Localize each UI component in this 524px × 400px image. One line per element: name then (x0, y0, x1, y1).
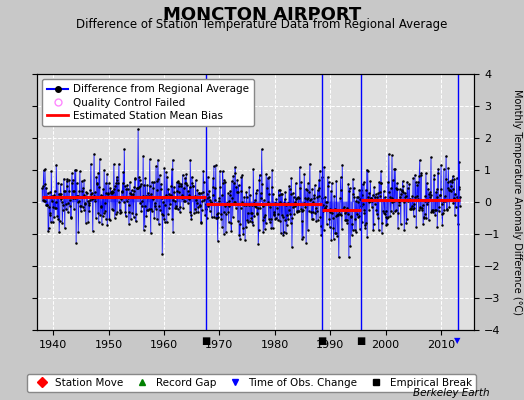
Text: Berkeley Earth: Berkeley Earth (413, 388, 490, 398)
Text: MONCTON AIRPORT: MONCTON AIRPORT (163, 6, 361, 24)
Text: Difference of Station Temperature Data from Regional Average: Difference of Station Temperature Data f… (77, 18, 447, 31)
Text: ■: ■ (356, 336, 365, 346)
Legend: Station Move, Record Gap, Time of Obs. Change, Empirical Break: Station Move, Record Gap, Time of Obs. C… (27, 374, 476, 392)
Text: ■: ■ (318, 336, 326, 346)
Legend: Difference from Regional Average, Quality Control Failed, Estimated Station Mean: Difference from Regional Average, Qualit… (42, 79, 254, 126)
Text: ▼: ▼ (454, 336, 461, 345)
Text: ■: ■ (201, 336, 210, 346)
Y-axis label: Monthly Temperature Anomaly Difference (°C): Monthly Temperature Anomaly Difference (… (511, 89, 521, 315)
